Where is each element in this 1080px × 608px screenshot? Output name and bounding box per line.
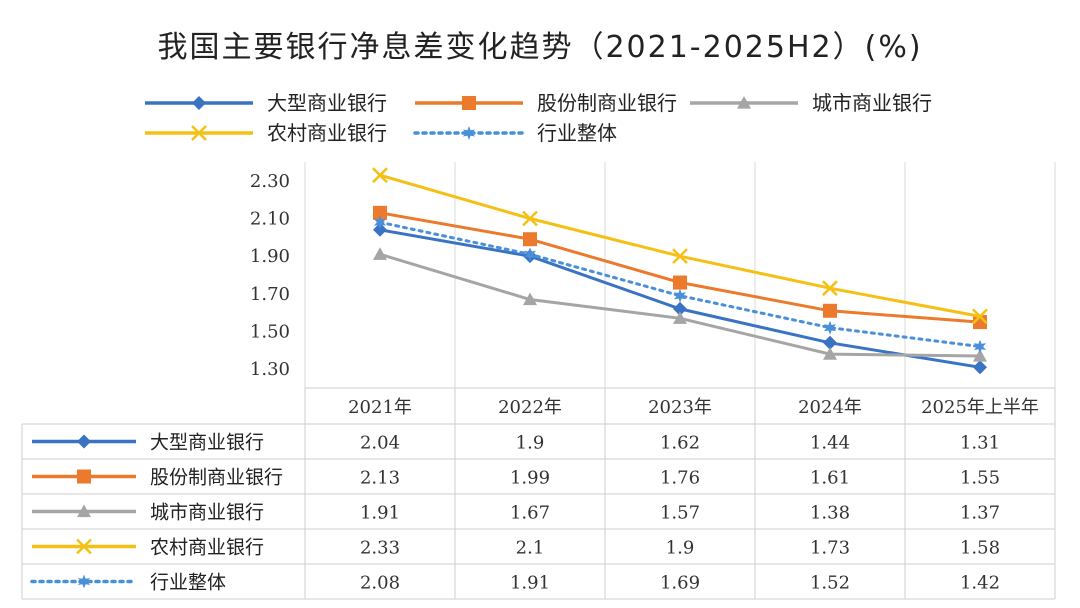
y-tick-label: 1.90: [250, 246, 290, 267]
data-point-series-4-4: [973, 339, 987, 354]
data-point-series-2-4: [973, 348, 987, 362]
data-label-series-1-2: 1.76: [660, 468, 700, 489]
data-point-series-1-1: [523, 232, 537, 247]
data-point-series-4-3: [823, 320, 837, 335]
data-point-series-0-2: [673, 301, 687, 316]
data-label-series-0-3: 1.44: [810, 433, 850, 454]
data-point-series-2-2: [673, 311, 687, 324]
y-tick-label: 2.30: [250, 171, 290, 192]
y-tick-label: 2.10: [250, 209, 290, 230]
data-point-series-2-0: [373, 247, 387, 260]
legend-label-series-1: 股份制商业银行: [537, 91, 677, 115]
data-point-series-0-4: [973, 360, 987, 375]
data-point-series-1-3: [823, 303, 837, 318]
table-row-label-series-1: 股份制商业银行: [150, 467, 283, 489]
data-label-series-0-4: 1.31: [960, 433, 1000, 454]
data-point-series-3-3: [822, 280, 838, 297]
data-label-series-2-1: 1.67: [510, 503, 550, 524]
table-row-label-series-4: 行业整体: [150, 572, 226, 594]
legend-label-series-2: 城市商业银行: [812, 91, 932, 115]
data-label-series-2-0: 1.91: [360, 503, 400, 524]
data-point-series-3-0: [372, 167, 388, 184]
data-label-series-0-0: 2.04: [360, 433, 400, 454]
data-point-series-1-0: [373, 205, 387, 220]
data-label-series-4-0: 2.08: [360, 573, 400, 594]
series-line-series-4: [378, 220, 982, 349]
data-point-series-4-2: [673, 288, 687, 303]
data-label-series-0-1: 1.9: [516, 433, 545, 454]
data-label-series-1-1: 1.99: [510, 468, 550, 489]
x-tick-label: 2021年: [348, 397, 412, 418]
legend-marker-series-0: [192, 96, 206, 110]
table-legend-marker-series-0: [77, 434, 91, 449]
data-point-series-3-2: [672, 248, 688, 265]
table-legend-marker-series-1: [77, 469, 91, 484]
table-row-label-series-0: 大型商业银行: [150, 432, 264, 454]
table-row-label-series-2: 城市商业银行: [150, 502, 264, 524]
table-legend-marker-series-2: [77, 504, 91, 518]
data-label-series-1-0: 2.13: [360, 468, 400, 489]
data-label-series-3-1: 2.1: [516, 538, 545, 559]
table-legend-marker-series-3: [76, 538, 92, 555]
y-tick-label: 1.50: [250, 322, 290, 343]
table-row-label-series-3: 农村商业银行: [150, 537, 264, 559]
x-tick-label: 2024年: [798, 397, 862, 418]
data-label-series-4-3: 1.52: [810, 573, 850, 594]
data-point-series-1-2: [673, 275, 687, 290]
data-label-series-4-1: 1.91: [510, 573, 550, 594]
legend-label-series-3: 农村商业银行: [267, 121, 387, 145]
y-tick-label: 1.30: [250, 359, 290, 380]
data-label-series-3-3: 1.73: [810, 538, 850, 559]
data-point-series-0-0: [373, 222, 387, 237]
data-label-series-2-2: 1.57: [660, 503, 700, 524]
data-label-series-2-3: 1.38: [810, 503, 850, 524]
data-point-series-2-1: [523, 292, 537, 306]
x-tick-label: 2025年上半年: [921, 397, 1039, 418]
data-point-series-2-3: [823, 347, 837, 360]
data-label-series-3-4: 1.58: [960, 538, 1000, 559]
data-point-series-3-4: [972, 308, 988, 325]
data-label-series-3-0: 2.33: [360, 538, 400, 559]
data-label-series-4-2: 1.69: [660, 573, 700, 594]
legend-marker-series-4: [462, 126, 476, 140]
chart-title: 我国主要银行净息差变化趋势（2021-2025H2）(%): [157, 30, 923, 65]
table-legend-marker-series-4: [77, 574, 91, 589]
legend-label-series-4: 行业整体: [537, 121, 617, 145]
legend-label-series-0: 大型商业银行: [267, 91, 387, 115]
legend-marker-series-2: [737, 96, 751, 109]
data-label-series-1-3: 1.61: [810, 468, 850, 489]
data-point-series-0-3: [823, 335, 837, 350]
data-label-series-3-2: 1.9: [666, 538, 695, 559]
data-point-series-3-1: [522, 210, 538, 227]
x-tick-label: 2023年: [648, 397, 712, 418]
data-point-series-4-1: [523, 247, 537, 262]
data-label-series-1-4: 1.55: [960, 468, 1000, 489]
data-point-series-4-0: [373, 215, 387, 230]
y-tick-label: 1.70: [250, 284, 290, 305]
legend-marker-series-1: [462, 96, 476, 110]
data-label-series-4-4: 1.42: [960, 573, 1000, 594]
data-label-series-2-4: 1.37: [960, 503, 1000, 524]
data-label-series-0-2: 1.62: [660, 433, 700, 454]
legend-marker-series-3: [191, 125, 207, 141]
x-tick-label: 2022年: [498, 397, 562, 418]
